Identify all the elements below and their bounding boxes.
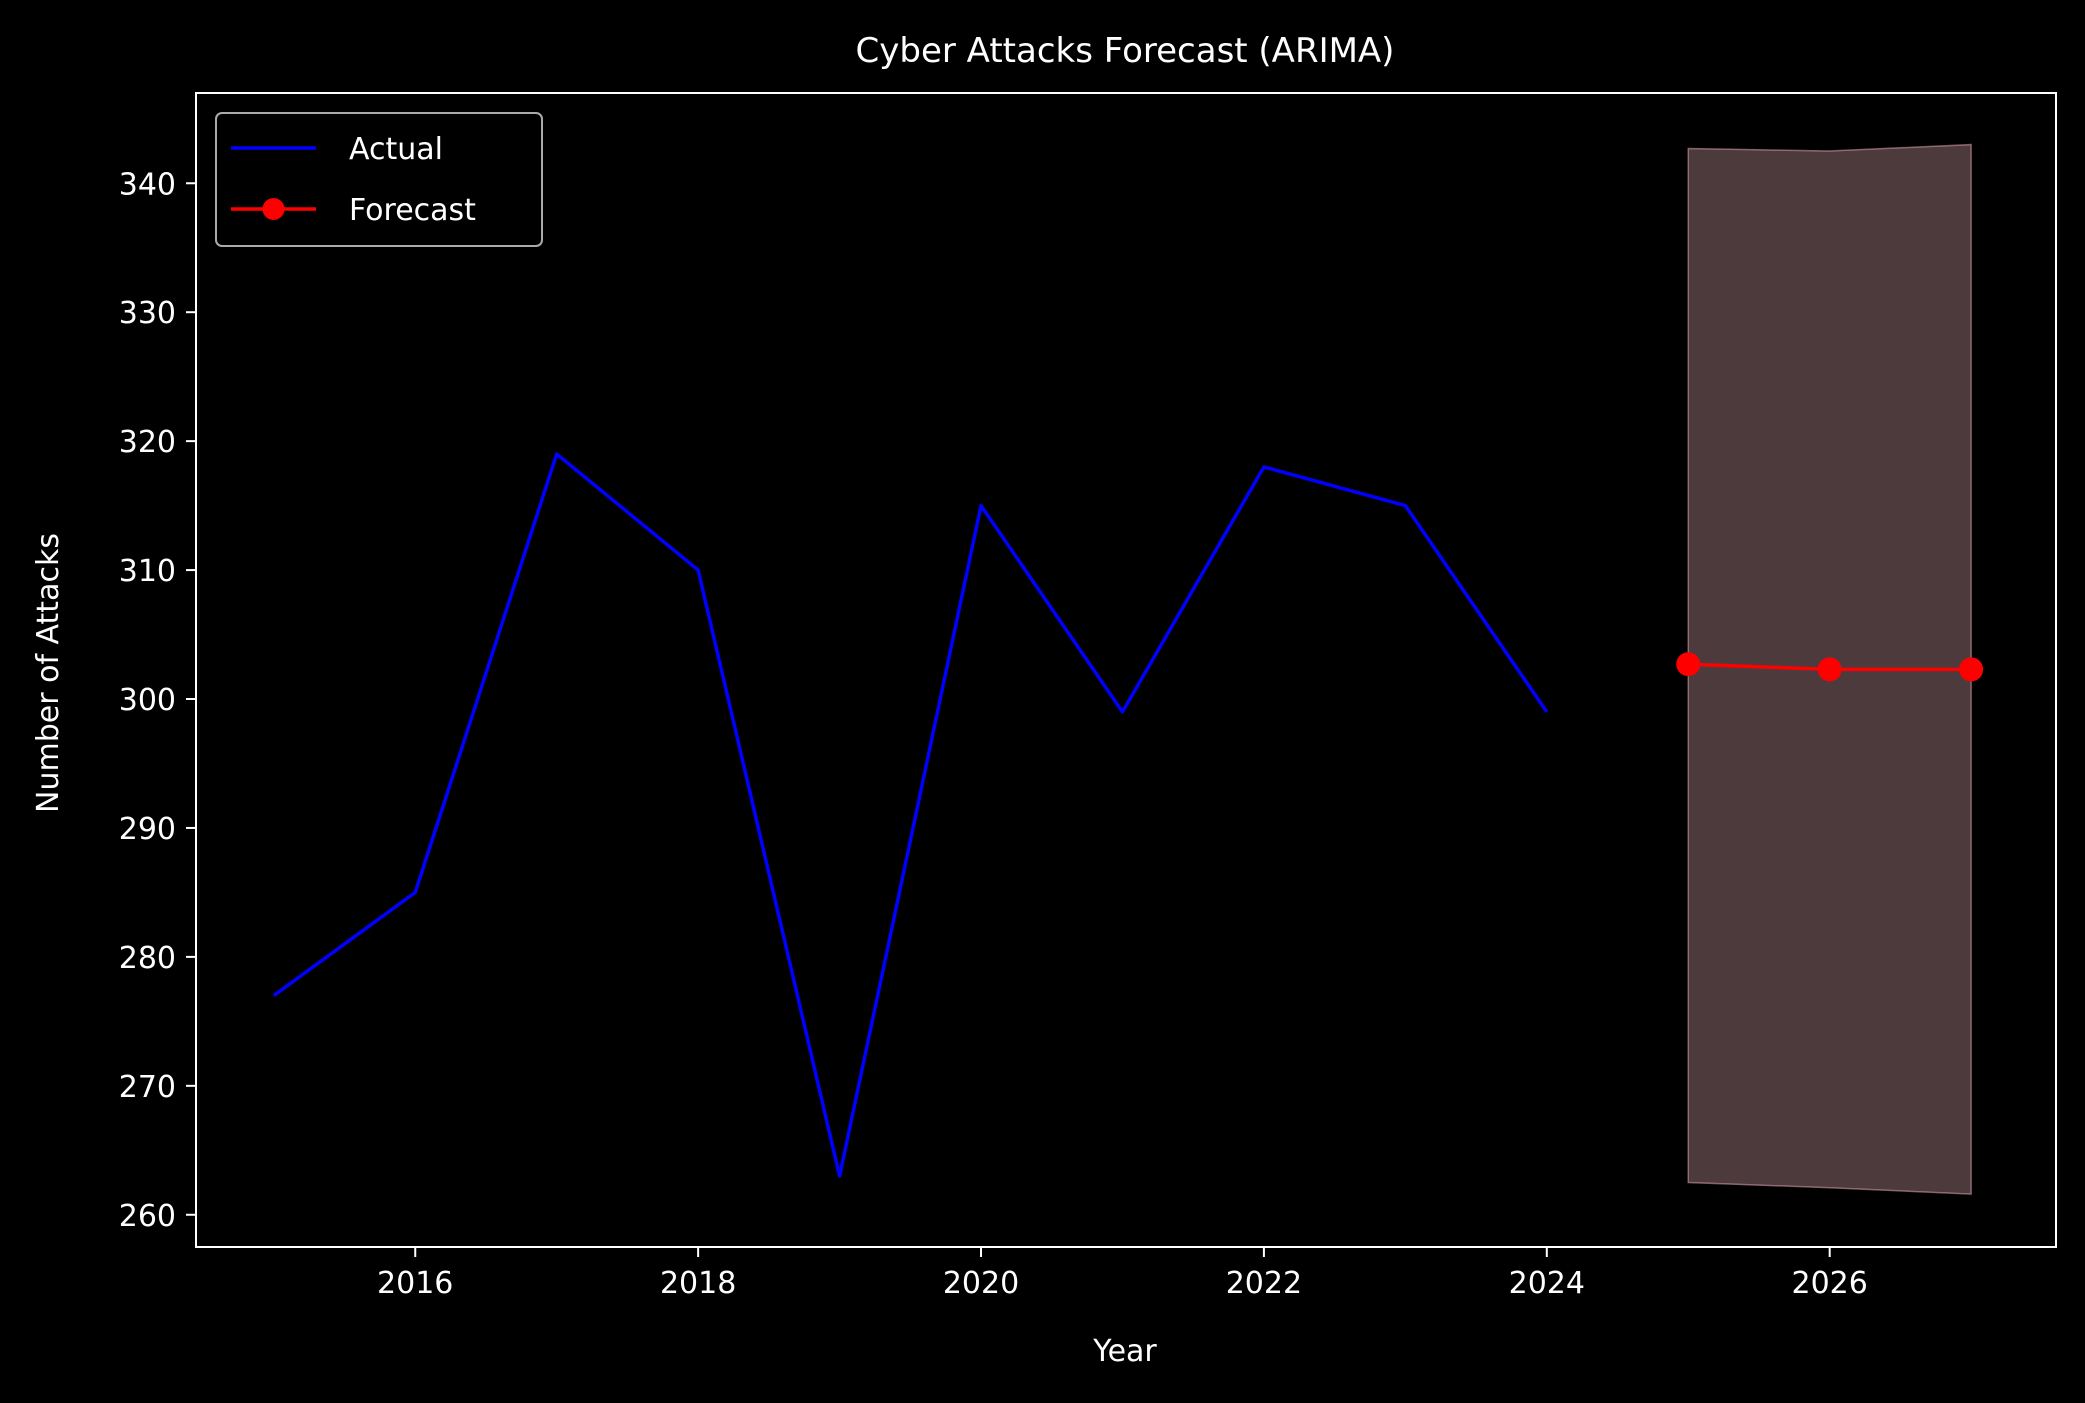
y-tick-label: 310 (119, 554, 176, 589)
y-tick-label: 290 (119, 812, 176, 847)
x-tick-label: 2020 (943, 1266, 1019, 1301)
y-tick-label: 330 (119, 296, 176, 331)
plot-area: 2016 2018 2020 2022 2024 2026 260 270 280 290 300 3… (119, 92, 2057, 1301)
y-tick-label: 280 (119, 941, 176, 976)
y-tick-label: 260 (119, 1199, 176, 1234)
x-tick-label: 2026 (1792, 1266, 1868, 1301)
legend-actual-label: Actual (349, 132, 443, 167)
axes-frame (195, 92, 2057, 1248)
chart-title: Cyber Attacks Forecast (ARIMA) (856, 31, 1395, 71)
forecast-point (1817, 657, 1842, 682)
x-tick-label: 2024 (1509, 1266, 1585, 1301)
series-line-actual (272, 452, 1549, 1178)
x-tick-label: 2018 (660, 1266, 736, 1301)
legend: Actual Forecast (215, 112, 543, 247)
forecast-point (1959, 657, 1984, 682)
y-axis-label: Number of Attacks (31, 533, 66, 813)
x-tick-label: 2022 (1226, 1266, 1302, 1301)
y-tick-label: 340 (119, 167, 176, 202)
x-tick-label: 2016 (377, 1266, 453, 1301)
legend-forecast-marker (262, 198, 285, 220)
y-tick-label: 300 (119, 683, 176, 718)
y-tick-label: 270 (119, 1070, 176, 1105)
forecast-point (1676, 652, 1701, 677)
y-tick-label: 320 (119, 425, 176, 460)
x-axis-label: Year (1092, 1334, 1157, 1369)
legend-forecast-label: Forecast (349, 193, 476, 228)
